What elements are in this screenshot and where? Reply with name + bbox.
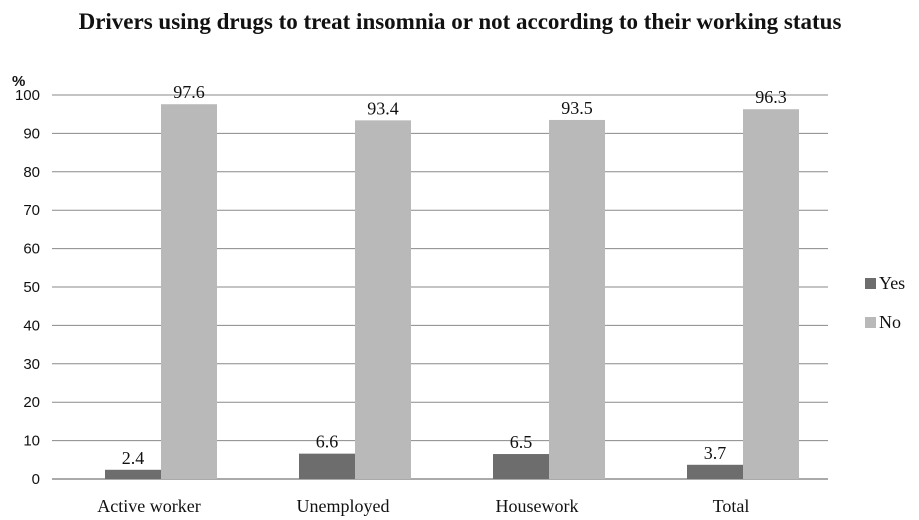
data-labels: 2.4 97.6 6.6 93.4 6.5 93.5 3.7 96.3	[122, 82, 787, 468]
bar-yes	[687, 464, 743, 479]
x-category-label: Active worker	[97, 496, 200, 516]
y-tick-label: 30	[23, 356, 40, 373]
y-axis-unit-label: %	[12, 73, 25, 90]
data-label: 6.5	[510, 432, 533, 452]
y-tick-label: 50	[23, 279, 40, 296]
x-category-label: Unemployed	[297, 496, 390, 516]
bar-yes	[493, 454, 549, 479]
data-label: 6.6	[316, 432, 339, 452]
data-label: 3.7	[704, 443, 727, 463]
data-label: 96.3	[755, 87, 787, 107]
data-label: 93.5	[561, 98, 593, 118]
bar-no	[161, 104, 217, 479]
y-tick-label: 60	[23, 241, 40, 258]
bar-no	[743, 109, 799, 479]
y-tick-label: 100	[15, 87, 40, 104]
y-tick-label: 10	[23, 433, 40, 450]
x-category-label: Total	[713, 496, 750, 516]
x-axis-categories: Active worker Unemployed Housework Total	[97, 496, 749, 516]
y-tick-label: 80	[23, 164, 40, 181]
data-label: 97.6	[173, 82, 205, 102]
data-label: 2.4	[122, 448, 145, 468]
bar-no	[549, 119, 605, 480]
bar-yes	[105, 469, 161, 479]
chart-title: Drivers using drugs to treat insomnia or…	[78, 9, 842, 34]
y-tick-label: 70	[23, 202, 40, 219]
y-tick-label: 90	[23, 125, 40, 142]
y-tick-label: 40	[23, 317, 40, 334]
y-axis-ticks: 0 10 20 30 40 50 60 70 80 90 100	[15, 87, 40, 488]
bar-no	[355, 120, 411, 480]
legend-swatch-yes	[865, 278, 876, 289]
legend: Yes No	[865, 273, 905, 332]
y-tick-label: 20	[23, 394, 40, 411]
bars	[105, 104, 799, 480]
legend-label-yes: Yes	[879, 273, 905, 293]
legend-swatch-no	[865, 317, 876, 328]
legend-label-no: No	[879, 312, 901, 332]
y-tick-label: 0	[32, 471, 40, 488]
data-label: 93.4	[367, 98, 399, 118]
x-category-label: Housework	[496, 496, 579, 516]
bar-yes	[299, 453, 355, 479]
